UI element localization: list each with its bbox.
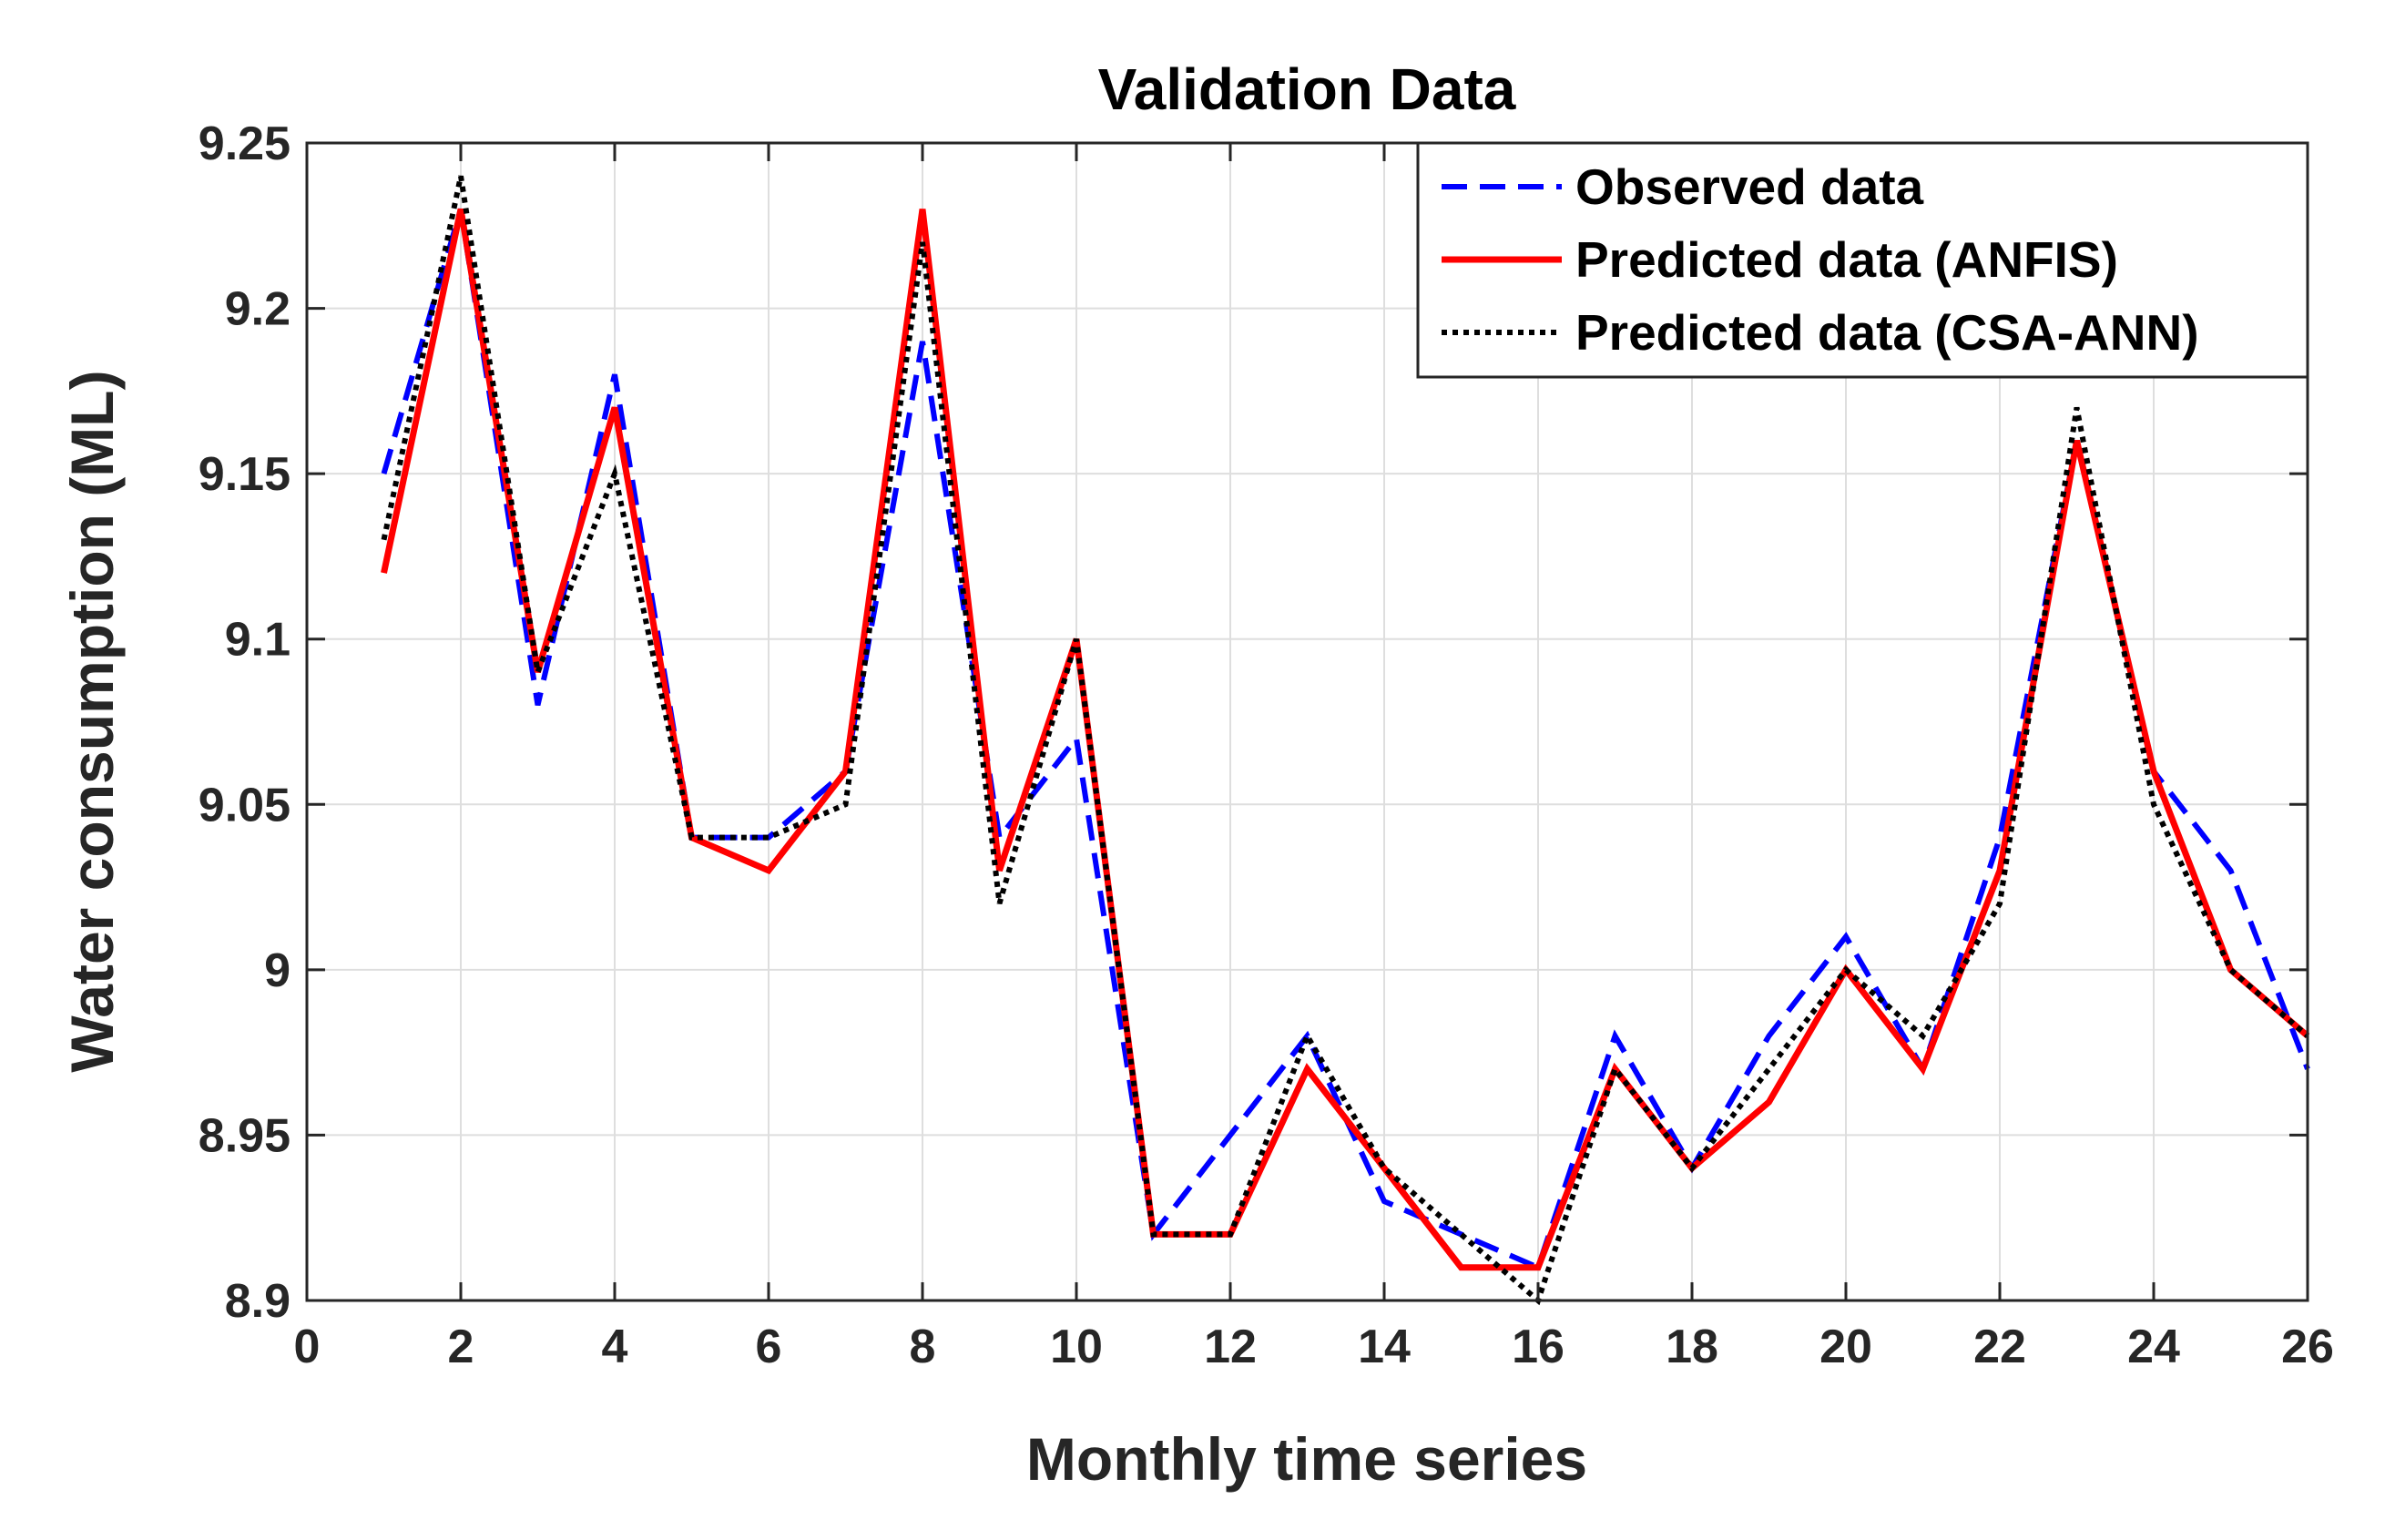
x-tick-label: 12 (1204, 1321, 1257, 1373)
y-tick-label: 9.2 (225, 283, 290, 336)
series-line-csa-ann (381, 175, 2309, 1306)
x-tick-label: 20 (1819, 1321, 1872, 1373)
legend-label: Predicted data (ANFIS) (1575, 231, 2118, 288)
series-line-anfis (381, 208, 2310, 1271)
y-axis-label: Water consumption (ML) (58, 370, 126, 1072)
plot-frame (305, 141, 2309, 1302)
x-tick-label: 8 (910, 1321, 936, 1373)
x-tick-label: 18 (1666, 1321, 1718, 1373)
y-tick-label: 9.25 (199, 117, 290, 170)
legend-label: Observed data (1575, 158, 1924, 215)
x-tick-label: 14 (1358, 1321, 1411, 1373)
x-tick-label: 4 (602, 1321, 628, 1373)
y-tick-label: 9.1 (225, 614, 290, 667)
y-tick-label: 8.9 (225, 1275, 290, 1328)
x-tick-label: 22 (1973, 1321, 2026, 1373)
tick-labels: 0 2 4 6 8 10 12 14 16 18 20 22 24 268.98.9599.059.19.… (199, 117, 2334, 1373)
legend-box (1416, 141, 2309, 379)
x-tick-label: 16 (1512, 1321, 1565, 1373)
x-tick-label: 26 (2281, 1321, 2334, 1373)
x-axis-label: Monthly time series (1026, 1425, 1587, 1493)
x-tick-label: 2 (448, 1321, 474, 1373)
y-tick-label: 8.95 (199, 1109, 290, 1162)
y-tick-label: 9 (264, 944, 290, 997)
x-tick-label: 0 (294, 1321, 321, 1373)
x-tick-label: 10 (1050, 1321, 1103, 1373)
y-tick-label: 9.05 (199, 779, 290, 831)
chart-title: Validation Data (1098, 56, 1516, 122)
legend: Observed data Predicted data (ANFIS) Predi… (1416, 141, 2309, 379)
legend-label: Predicted data (CSA-ANN) (1575, 304, 2199, 361)
grid-lines (306, 142, 2309, 1301)
x-tick-label: 6 (756, 1321, 782, 1373)
x-tick-label: 24 (2127, 1321, 2180, 1373)
series-lines (381, 175, 2310, 1306)
y-tick-label: 9.15 (199, 448, 290, 501)
